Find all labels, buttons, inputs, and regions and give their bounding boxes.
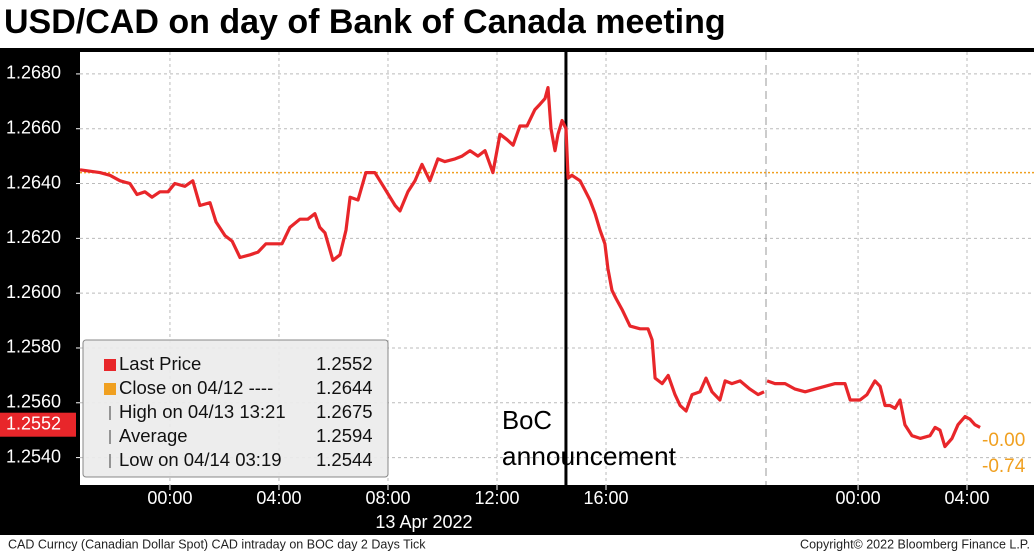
- legend-value: 1.2594: [316, 425, 373, 446]
- legend-label: Average: [119, 425, 188, 446]
- price-line: [79, 86, 981, 449]
- annotation-text: announcement: [502, 441, 677, 471]
- y-tick-label: 1.2620: [6, 227, 61, 247]
- y-tick-label: 1.2580: [6, 337, 61, 357]
- legend-value: 1.2644: [316, 377, 373, 398]
- y-tick-label: 1.2540: [6, 446, 61, 466]
- legend-swatch: [104, 359, 116, 371]
- right-label: -0.74: [982, 456, 1026, 477]
- x-tick-label: 04:00: [944, 488, 989, 508]
- legend-value: 1.2544: [316, 449, 373, 470]
- last-price-tag: [0, 412, 76, 437]
- legend-label: Last Price: [119, 353, 201, 374]
- annotation-text: BoC: [502, 405, 552, 435]
- y-tick-label: 1.2600: [6, 282, 61, 302]
- legend-label: Close on 04/12 ----: [119, 377, 273, 398]
- y-tick-label: 1.2680: [6, 63, 61, 83]
- footer-source: CAD Curncy (Canadian Dollar Spot) CAD in…: [8, 537, 426, 551]
- legend-value: 1.2552: [316, 353, 373, 374]
- legend-box: [82, 339, 389, 478]
- legend-label: High on 04/13 13:21: [119, 401, 286, 422]
- right-label: -0.00: [982, 430, 1025, 451]
- chart-title: USD/CAD on day of Bank of Canada meeting: [4, 3, 726, 41]
- legend: Last Price 1.2552 Close on 04/12 ---- 1.264…: [82, 339, 389, 478]
- x-tick-label: 16:00: [583, 488, 628, 508]
- x-date-label: 13 Apr 2022: [375, 512, 472, 532]
- x-tick-label: 12:00: [474, 488, 519, 508]
- x-tick-label: 04:00: [256, 488, 301, 508]
- footer-copyright: Copyright© 2022 Bloomberg Finance L.P.: [800, 537, 1030, 551]
- x-tick-label: 08:00: [365, 488, 410, 508]
- legend-label: Low on 04/14 03:19: [119, 449, 282, 470]
- legend-value: 1.2675: [316, 401, 373, 422]
- last-price-tag-label: 1.2552: [6, 413, 61, 433]
- x-tick-label: 00:00: [147, 488, 192, 508]
- y-tick-label: 1.2560: [6, 392, 61, 412]
- legend-swatch: [104, 383, 116, 395]
- y-tick-label: 1.2640: [6, 172, 61, 192]
- x-tick-label: 00:00: [836, 488, 881, 508]
- y-tick-label: 1.2660: [6, 117, 61, 137]
